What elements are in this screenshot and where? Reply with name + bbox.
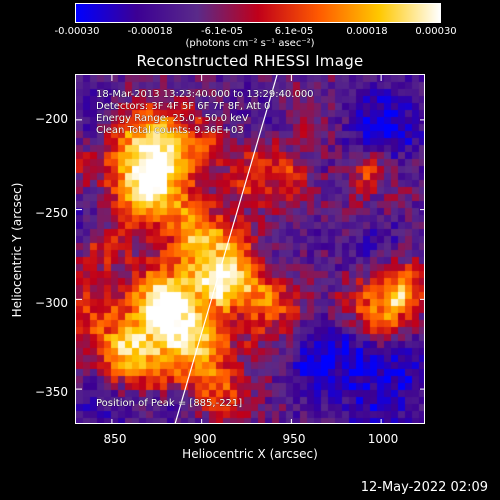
colorbar-tick-label: -0.00030 [54,26,100,37]
colorbar-tick-label: 0.00018 [346,26,388,37]
x-tick-label: 1000 [367,432,399,446]
info-energy-range: Energy Range: 25.0 - 50.0 keV [96,113,249,124]
x-tick-label: 900 [193,432,217,446]
colorbar-unit-label: (photons cm⁻² s⁻¹ asec⁻²) [185,38,315,49]
plot-title: Reconstructed RHESSI Image [136,52,364,70]
info-clean-totals: Clean Total counts: 9.36E+03 [96,125,244,136]
info-detectors: Detectors: 3F 4F 5F 6F 7F 8F, Att 0 [96,101,271,112]
x-tick-label: 850 [103,432,127,446]
y-tick-label: −350 [35,385,68,399]
x-axis-label: Heliocentric X (arcsec) [182,447,318,461]
x-tick-label: 950 [282,432,306,446]
colorbar [75,3,441,23]
colorbar-tick-label: -6.1e-05 [201,26,243,37]
solar-limb-line [174,75,278,423]
y-axis-label: Heliocentric Y (arcsec) [10,182,24,318]
y-tick-label: −200 [35,112,68,126]
info-time-range: 18-Mar-2013 13:23:40.000 to 13:29:40.000 [96,89,314,100]
y-tick-label: −250 [35,206,68,220]
heatmap-image [76,75,424,423]
info-peak-position: Position of Peak = [885,-221] [96,398,243,409]
colorbar-tick-label: 0.00030 [415,26,457,37]
image-plot-area: 18-Mar-2013 13:23:40.000 to 13:29:40.000… [75,74,425,424]
colorbar-tick-label: -0.00018 [127,26,173,37]
timestamp: 12-May-2022 02:09 [360,480,488,495]
plot-overlay [76,75,424,423]
colorbar-tick-label: 6.1e-05 [274,26,314,37]
y-tick-label: −300 [35,296,68,310]
